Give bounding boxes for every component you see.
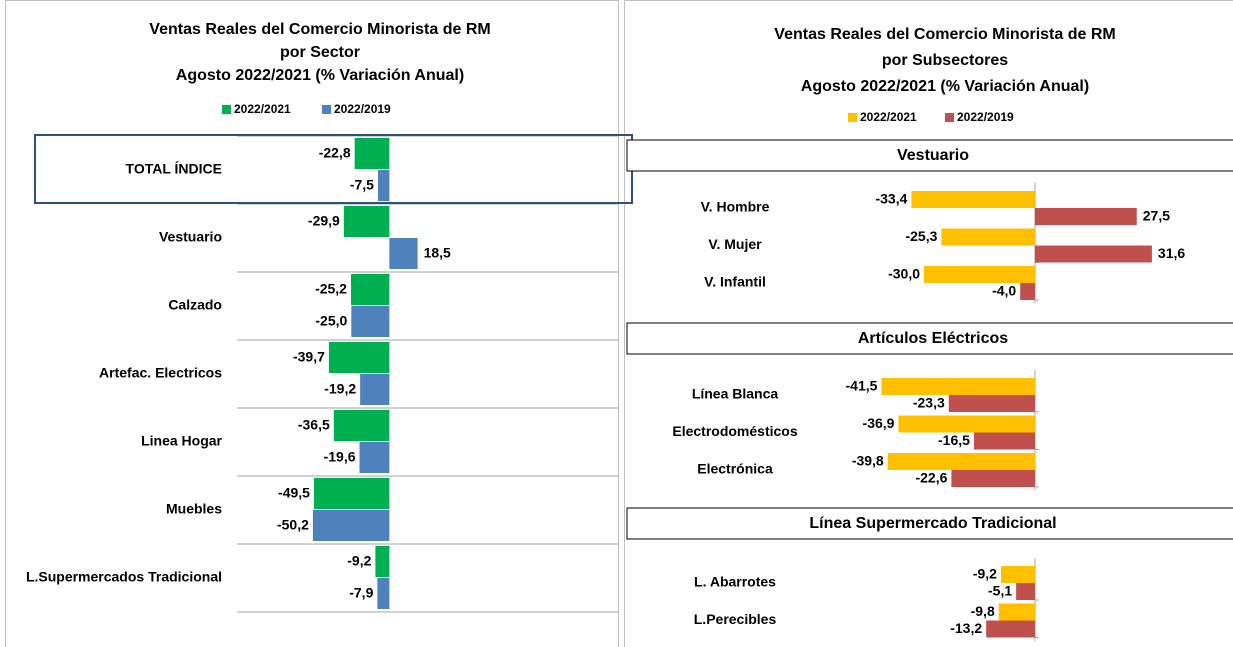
value-label: -39,7 (293, 349, 325, 365)
value-label: -25,0 (315, 313, 347, 329)
category-label: Línea Blanca (692, 386, 779, 402)
group-title: Artículos Eléctricos (858, 330, 1008, 347)
bar (951, 470, 1035, 487)
bar (924, 266, 1035, 283)
value-label: -9,2 (973, 566, 997, 582)
category-label: V. Infantil (704, 274, 766, 290)
bar (360, 374, 390, 405)
category-label: Electrodomésticos (672, 423, 797, 439)
bar (359, 442, 390, 473)
value-label: -36,5 (298, 417, 330, 433)
value-label: -4,0 (992, 283, 1016, 299)
chart-title: Ventas Reales del Comercio Minorista de … (149, 21, 490, 38)
bar (377, 170, 390, 201)
chart-title: Agosto 2022/2021 (% Variación Anual) (176, 67, 464, 84)
value-label: -13,2 (950, 620, 982, 636)
category-label: Vestuario (159, 229, 222, 245)
bar (986, 620, 1035, 638)
value-label: -30,0 (888, 266, 920, 282)
category-label: L. Abarrotes (694, 574, 776, 590)
category-label: Linea Hogar (141, 433, 222, 449)
left-panel-frame (5, 0, 619, 647)
value-label: -33,4 (875, 191, 907, 207)
group-header-box (626, 139, 1233, 172)
value-label: -50,2 (277, 517, 309, 533)
value-label: 31,6 (1158, 245, 1185, 261)
bar (313, 478, 390, 509)
bar (377, 578, 390, 609)
category-label: L.Supermercados Tradicional (26, 569, 222, 585)
category-label: L.Perecibles (694, 611, 777, 627)
value-label: -19,2 (324, 381, 356, 397)
legend-label: 2022/2019 (957, 110, 1014, 124)
chart-title: por Sector (280, 44, 360, 61)
value-label: -23,3 (913, 395, 945, 411)
chart-title: por Subsectores (882, 52, 1008, 69)
value-label: -7,5 (350, 177, 374, 193)
value-label: -19,6 (324, 449, 356, 465)
value-label: -16,5 (938, 432, 970, 448)
value-label: -9,2 (347, 553, 371, 569)
bar (1020, 283, 1035, 300)
value-label: -39,8 (852, 453, 884, 469)
bar (375, 546, 390, 577)
legend-swatch (222, 105, 231, 114)
bar (948, 395, 1035, 412)
value-label: -25,3 (905, 228, 937, 244)
value-label: -36,9 (863, 415, 895, 431)
value-label: 18,5 (424, 245, 451, 261)
bar (333, 410, 390, 441)
bar (350, 274, 390, 305)
bar (1016, 583, 1035, 600)
category-label: V. Mujer (708, 236, 762, 252)
legend-swatch (945, 113, 954, 122)
value-label: -41,5 (846, 378, 878, 394)
value-label: -29,9 (308, 213, 340, 229)
bar (328, 342, 390, 373)
bar (941, 228, 1035, 246)
legend-label: 2022/2021 (234, 102, 291, 116)
bar (1035, 245, 1152, 263)
value-label: -22,6 (915, 470, 947, 486)
bar (898, 415, 1035, 433)
category-label: Calzado (168, 297, 222, 313)
category-label: Electrónica (697, 461, 773, 477)
bar (312, 510, 390, 541)
value-label: -49,5 (278, 485, 310, 501)
chart-title: Agosto 2022/2021 (% Variación Anual) (801, 78, 1089, 95)
bar (389, 238, 418, 269)
bar (343, 206, 390, 237)
bar (998, 603, 1035, 621)
group-title: Vestuario (897, 147, 969, 164)
category-label: Artefac. Electricos (99, 365, 222, 381)
value-label: -9,8 (971, 603, 995, 619)
bar (911, 191, 1035, 208)
bar (1000, 566, 1035, 583)
bar (351, 306, 390, 337)
group-header-box (626, 507, 1233, 540)
bar (887, 453, 1035, 470)
bar (973, 432, 1035, 450)
value-label: 27,5 (1143, 208, 1170, 224)
category-label: TOTAL ÍNDICE (126, 161, 222, 177)
value-label: -22,8 (319, 145, 351, 161)
value-label: -5,1 (988, 583, 1012, 599)
group-title: Línea Supermercado Tradicional (809, 515, 1056, 532)
category-label: V. Hombre (701, 199, 770, 215)
chart-title: Ventas Reales del Comercio Minorista de … (774, 26, 1115, 43)
legend-swatch (848, 113, 857, 122)
group-header-box (626, 322, 1233, 355)
legend-label: 2022/2021 (860, 110, 917, 124)
value-label: -25,2 (315, 281, 347, 297)
value-label: -7,9 (349, 585, 373, 601)
legend-swatch (322, 105, 331, 114)
bar (354, 138, 390, 169)
right-panel-frame (624, 0, 1233, 647)
category-label: Muebles (166, 501, 222, 517)
bar (881, 378, 1035, 395)
legend-label: 2022/2019 (334, 102, 391, 116)
bar (1035, 208, 1137, 225)
